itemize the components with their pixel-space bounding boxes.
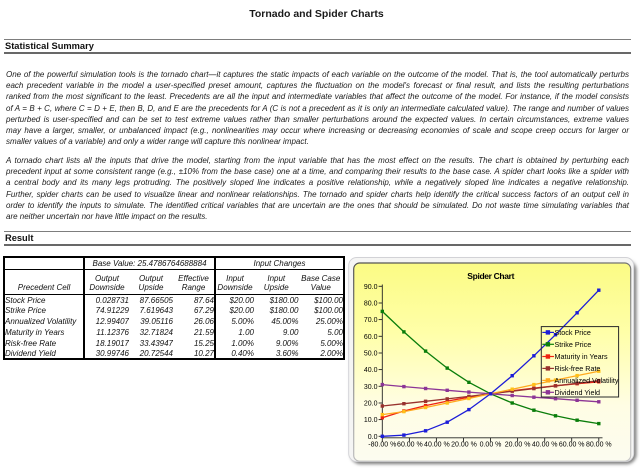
svg-text:Spider Chart: Spider Chart [467, 271, 514, 281]
svg-text:20.00 %: 20.00 % [505, 442, 531, 449]
svg-text:20.0: 20.0 [364, 401, 378, 408]
svg-text:20.00 %: 20.00 % [451, 442, 477, 449]
svg-text:Annualized Volatility: Annualized Volatility [555, 376, 619, 385]
svg-text:0.0: 0.0 [368, 434, 378, 441]
svg-text:Risk-free Rate: Risk-free Rate [555, 364, 601, 373]
svg-text:40.00 %: 40.00 % [532, 442, 558, 449]
svg-text:60.00 %: 60.00 % [559, 442, 585, 449]
svg-text:80.00 %: 80.00 % [586, 442, 612, 449]
svg-text:40.0: 40.0 [364, 367, 378, 374]
svg-text:10.0: 10.0 [364, 417, 378, 424]
svg-text:40.00 %: 40.00 % [424, 442, 450, 449]
svg-text:Stock Price: Stock Price [555, 328, 591, 337]
svg-text:90.0: 90.0 [364, 284, 378, 291]
svg-text:70.0: 70.0 [364, 317, 378, 324]
svg-text:30.0: 30.0 [364, 384, 378, 391]
svg-text:Maturity in Years: Maturity in Years [555, 352, 609, 361]
svg-text:80.0: 80.0 [364, 301, 378, 308]
svg-text:50.0: 50.0 [364, 351, 378, 358]
svg-text:Strike Price: Strike Price [555, 340, 592, 349]
svg-text:Dividend Yield: Dividend Yield [555, 388, 601, 397]
svg-text:0.00 %: 0.00 % [480, 442, 502, 449]
svg-text:-80.00 %: -80.00 % [368, 442, 396, 449]
svg-text:60.0: 60.0 [364, 334, 378, 341]
svg-text:60.00 %: 60.00 % [397, 442, 423, 449]
